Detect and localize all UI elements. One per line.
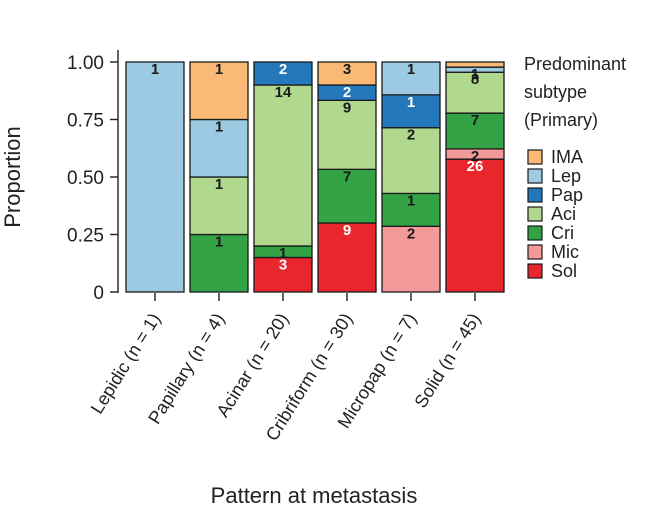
legend-label: Lep [551,166,581,186]
legend-swatch-pap [527,187,543,203]
bar-segment-sol [445,158,505,293]
y-tick-label: 1.00 [67,53,104,74]
segment-count-label: 2 [471,148,479,165]
segment-count-label: 3 [343,61,351,78]
bar-segment-cri [189,233,249,293]
bar-segment-mic [381,225,441,293]
segment-count-label: 3 [279,257,287,274]
bar-segment-aci [381,127,441,195]
legend-label: Cri [551,223,574,243]
segment-count-label: 7 [471,112,479,129]
segment-count-label: 26 [467,158,484,175]
segment-count-label: 1 [407,61,415,78]
x-tick-labels: Lepidic (n = 1)Papillary (n = 4)Acinar (… [87,293,484,444]
y-tick-label: 0.75 [67,111,104,132]
legend-swatch-lep [527,168,543,184]
x-axis-title: Pattern at metastasis [211,483,418,508]
legend-swatch-ima [527,149,543,165]
legend: Predominant subtype (Primary) IMALepPapAciC… [524,54,626,281]
segment-count-label: 1 [215,234,223,251]
legend-swatch-mic [527,244,543,260]
bar-segment-aci [253,84,313,247]
segment-count-label: 1 [151,61,159,78]
bar-segment-ima [445,61,505,68]
bar-segment-pap [253,61,313,86]
y-axis-title: Proportion [0,126,25,228]
segment-count-label: 14 [275,84,292,101]
bar-segment-lep [125,61,185,293]
y-tick-label: 0.50 [67,168,104,189]
legend-label: Sol [551,261,577,281]
segment-count-label: 9 [343,99,351,116]
legend-label: Mic [551,242,579,262]
segment-count-label: 9 [343,222,351,239]
segment-count-label: 2 [407,127,415,144]
bar-segment-cri [317,168,377,224]
segment-count-label: 1 [215,61,223,78]
segment-count-label: 1 [215,119,223,136]
bar-segment-cri [381,192,441,227]
y-tick-label: 0 [93,283,104,304]
x-category-label: Lepidic (n = 1) [87,310,165,418]
segment-count-label: 1 [407,94,415,111]
legend-title: subtype [524,82,587,102]
bar-segment-cri [445,112,505,150]
legend-label: Aci [551,204,576,224]
segment-count-label: 2 [407,225,415,242]
legend-swatch-cri [527,225,543,241]
legend-swatch-sol [527,263,543,279]
bar-segment-lep [189,118,249,178]
x-category-label: Solid (n = 45) [410,310,484,412]
bar-segment-lep [381,61,441,96]
segment-count-label: 2 [343,84,351,101]
legend-title: (Primary) [524,110,598,130]
legend-swatch-aci [527,206,543,222]
segment-count-label: 1 [407,192,415,209]
legend-label: Pap [551,185,583,205]
bar-segment-ima [189,61,249,121]
bar-segment-ima [317,61,377,86]
bar-segment-sol [317,222,377,293]
segment-count-label: 7 [343,168,351,185]
bar-segment-sol [253,256,313,293]
segment-count-label: 2 [279,61,287,78]
legend-label: IMA [551,147,583,167]
segment-count-label: 1 [471,66,479,83]
bar-segment-aci [189,176,249,236]
y-axis: 0 0.25 0.50 0.75 1.00 [67,50,119,304]
y-tick-label: 0.25 [67,226,104,247]
segment-count-label: 1 [279,245,287,262]
segment-count-label: 8 [471,71,479,88]
bar-segment-aci [445,71,505,114]
bars [125,61,505,293]
segment-count-label: 1 [215,176,223,193]
legend-title: Predominant [524,54,626,74]
